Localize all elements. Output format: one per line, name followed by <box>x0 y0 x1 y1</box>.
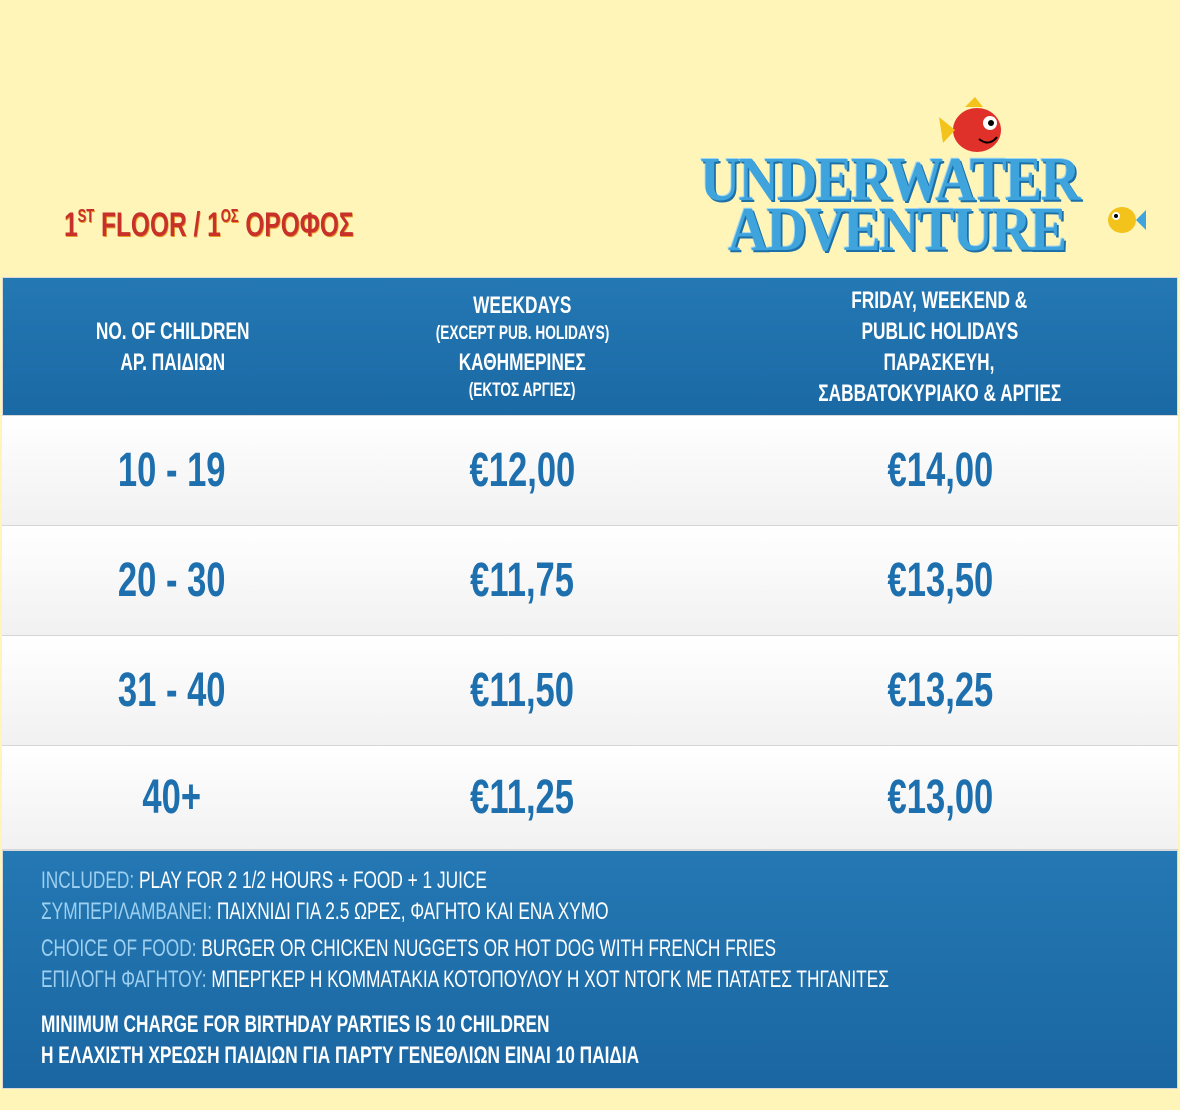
weekend-price-text: €13,00 <box>887 771 993 824</box>
weekend-price-text: €13,25 <box>887 664 993 717</box>
table-row: 10 - 19 €12,00 €14,00 <box>2 416 1178 526</box>
children-cell-text: 40+ <box>142 771 202 824</box>
logo-line-2: ADVENTURE <box>728 196 1067 264</box>
red-fish-icon <box>939 97 1001 152</box>
header-weekdays: WEEKDAYS (EXCEPT PUB. HOLIDAYS) ΚΑΘΗΜΕΡΙΝ… <box>435 291 609 401</box>
included-gr-line: ΣΥΜΠΕΡΙΛΑΜΒΑΝΕΙ: ΠΑΙΧΝΙΔΙ ΓΙΑ 2.5 ΩΡΕΣ, … <box>41 898 609 925</box>
table-footer: INCLUDED: PLAY FOR 2 1/2 HOURS + FOOD + … <box>2 850 1178 1089</box>
weekend-price: €13,50 <box>702 553 1178 608</box>
weekend-price-text: €14,00 <box>887 444 993 497</box>
weekdays-price-text: €11,50 <box>470 664 574 717</box>
children-cell-text: 31 - 40 <box>118 664 226 717</box>
yellow-fish-icon <box>1108 207 1146 233</box>
weekdays-price-text: €11,75 <box>470 554 574 607</box>
food-gr-line: ΕΠΙΛΟΓΗ ΦΑΓΗΤΟΥ: ΜΠΕΡΓΚΕΡ Η ΚΟΜΜΑΤΑΚΙΑ Κ… <box>41 966 889 993</box>
weekdays-price-text: €12,00 <box>469 444 575 497</box>
table-row: 20 - 30 €11,75 €13,50 <box>2 526 1178 636</box>
table-row: 31 - 40 €11,50 €13,25 <box>2 636 1178 746</box>
weekdays-price: €12,00 <box>342 443 702 498</box>
floor-title: 1ST FLOOR / 1ΟΣ ΟΡΟΦΟΣ <box>64 206 354 244</box>
children-cell: 20 - 30 <box>2 553 342 608</box>
underwater-adventure-logo: UNDERWATER ADVENTURE <box>690 95 1160 264</box>
weekend-price: €13,00 <box>702 770 1178 825</box>
price-table: NO. OF CHILDREN ΑΡ. ΠΑΙΔΙΩΝ WEEKDAYS (EXCE… <box>2 277 1178 1090</box>
weekdays-price: €11,75 <box>342 553 702 608</box>
minimum-charge-gr: Η ΕΛΑΧΙΣΤΗ ΧΡΕΩΣΗ ΠΑΙΔΙΩΝ ΓΙΑ ΠΑΡΤΥ ΓΕΝΕ… <box>41 1042 640 1069</box>
weekend-price: €14,00 <box>702 443 1178 498</box>
logo-line-1: UNDERWATER <box>700 146 1081 214</box>
food-line: CHOICE OF FOOD: BURGER OR CHICKEN NUGGET… <box>41 935 777 962</box>
weekend-price: €13,25 <box>702 663 1178 718</box>
weekdays-price: €11,25 <box>342 770 702 825</box>
header-children: NO. OF CHILDREN ΑΡ. ΠΑΙΔΙΩΝ <box>95 317 250 376</box>
table-row: 40+ €11,25 €13,00 <box>2 746 1178 850</box>
children-cell: 40+ <box>2 770 342 825</box>
header-weekend: FRIDAY, WEEKEND & PUBLIC HOLIDAYS ΠΑΡΑΣΚΕ… <box>817 286 1061 407</box>
children-cell: 10 - 19 <box>2 443 342 498</box>
children-cell: 31 - 40 <box>2 663 342 718</box>
weekdays-price-text: €11,25 <box>470 771 574 824</box>
children-cell-text: 10 - 19 <box>118 444 226 497</box>
children-cell-text: 20 - 30 <box>118 554 226 607</box>
weekend-price-text: €13,50 <box>887 554 993 607</box>
minimum-charge: MINIMUM CHARGE FOR BIRTHDAY PARTIES IS 1… <box>41 1011 550 1038</box>
included-line: INCLUDED: PLAY FOR 2 1/2 HOURS + FOOD + … <box>41 867 487 894</box>
weekdays-price: €11,50 <box>342 663 702 718</box>
table-header: NO. OF CHILDREN ΑΡ. ΠΑΙΔΙΩΝ WEEKDAYS (EXCE… <box>2 277 1178 416</box>
